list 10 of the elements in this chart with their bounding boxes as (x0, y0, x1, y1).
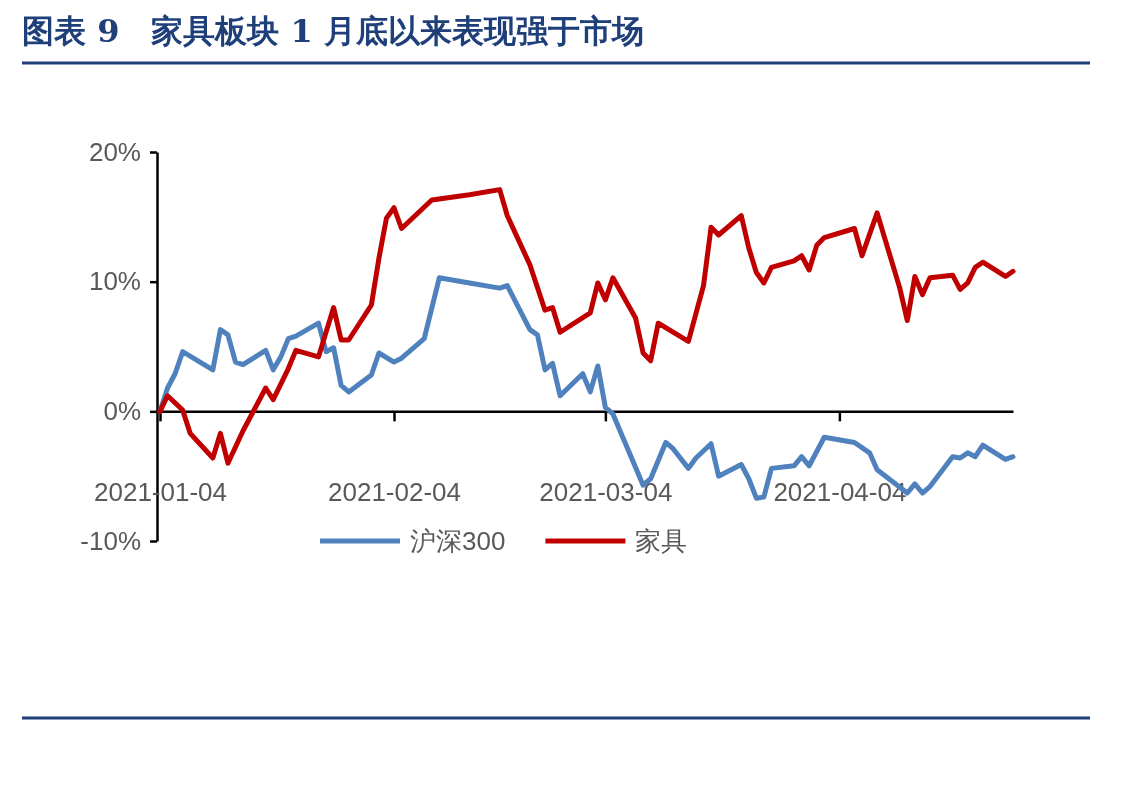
y-tick-label: 0% (103, 396, 141, 427)
legend-label: 沪深300 (410, 526, 506, 556)
y-tick-label: -10% (80, 525, 141, 556)
y-tick-label: 20% (88, 136, 141, 167)
x-tick-label: 2021-03-04 (539, 477, 673, 507)
legend-label: 家具 (635, 526, 688, 556)
y-tick-label: 10% (88, 266, 141, 297)
x-tick-label: 2021-02-04 (328, 477, 462, 507)
chart-title: 图表 9 家具板块 1 月底以来表现强于市场 (22, 12, 644, 50)
x-tick-label: 2021-04-04 (773, 477, 907, 507)
